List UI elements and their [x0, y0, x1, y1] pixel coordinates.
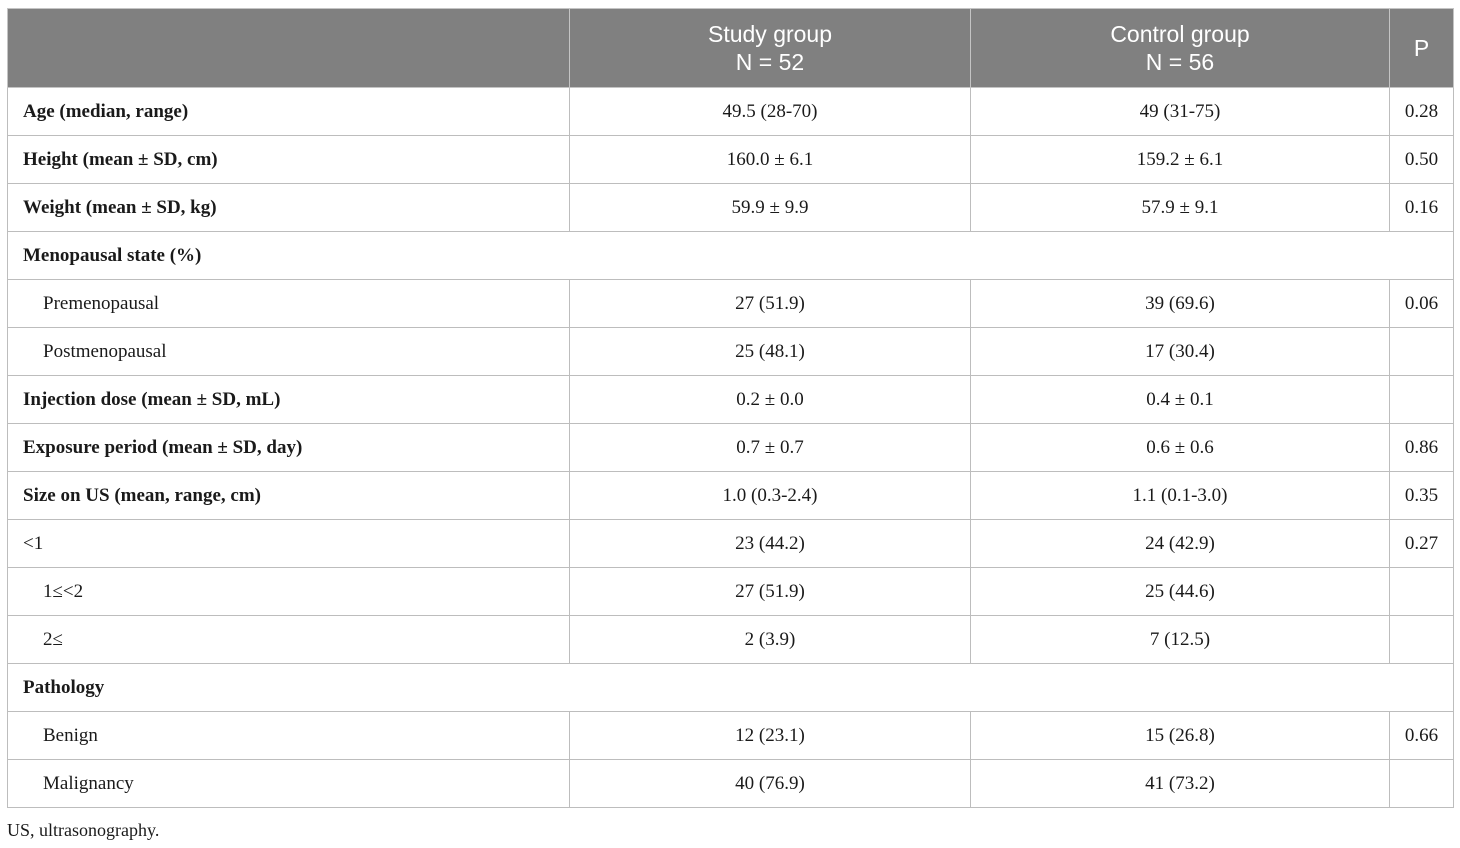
- table-row: Height (mean ± SD, cm) 160.0 ± 6.1 159.2…: [7, 135, 1454, 184]
- row-label: Age (median, range): [7, 87, 570, 136]
- table-row: Age (median, range) 49.5 (28-70) 49 (31-…: [7, 87, 1454, 136]
- table-row: <1 23 (44.2) 24 (42.9) 0.27: [7, 519, 1454, 568]
- study-value: 27 (51.9): [569, 567, 971, 616]
- row-label: Size on US (mean, range, cm): [7, 471, 570, 520]
- table-row: Injection dose (mean ± SD, mL) 0.2 ± 0.0…: [7, 375, 1454, 424]
- control-value: 39 (69.6): [970, 279, 1390, 328]
- row-label: <1: [7, 519, 570, 568]
- row-label: Malignancy: [7, 759, 570, 808]
- row-label: 1≤<2: [7, 567, 570, 616]
- study-value: 160.0 ± 6.1: [569, 135, 971, 184]
- section-row: Pathology: [7, 663, 1454, 712]
- row-label: Height (mean ± SD, cm): [7, 135, 570, 184]
- study-value: 59.9 ± 9.9: [569, 183, 971, 232]
- p-value: 0.66: [1389, 711, 1454, 760]
- p-value: [1389, 327, 1454, 376]
- control-value: 24 (42.9): [970, 519, 1390, 568]
- table-body: Age (median, range) 49.5 (28-70) 49 (31-…: [7, 87, 1454, 808]
- row-label: 2≤: [7, 615, 570, 664]
- control-value: 17 (30.4): [970, 327, 1390, 376]
- header-control-n: N = 56: [1145, 49, 1215, 75]
- control-value: 1.1 (0.1-3.0): [970, 471, 1390, 520]
- table-header: Study group N = 52 Control group N = 56 …: [7, 8, 1454, 88]
- table-row: Postmenopausal 25 (48.1) 17 (30.4): [7, 327, 1454, 376]
- table-row: Benign 12 (23.1) 15 (26.8) 0.66: [7, 711, 1454, 760]
- p-value: [1389, 759, 1454, 808]
- header-study-n: N = 52: [735, 49, 805, 75]
- study-value: 25 (48.1): [569, 327, 971, 376]
- row-label: Weight (mean ± SD, kg): [7, 183, 570, 232]
- row-label: Exposure period (mean ± SD, day): [7, 423, 570, 472]
- header-control-title: Control group: [1110, 21, 1250, 47]
- control-value: 49 (31-75): [970, 87, 1390, 136]
- p-value: 0.16: [1389, 183, 1454, 232]
- p-value: 0.86: [1389, 423, 1454, 472]
- control-value: 41 (73.2): [970, 759, 1390, 808]
- control-value: 15 (26.8): [970, 711, 1390, 760]
- control-value: 7 (12.5): [970, 615, 1390, 664]
- table-container: Study group N = 52 Control group N = 56 …: [7, 8, 1454, 808]
- p-value: 0.06: [1389, 279, 1454, 328]
- study-value: 49.5 (28-70): [569, 87, 971, 136]
- study-value: 40 (76.9): [569, 759, 971, 808]
- study-value: 23 (44.2): [569, 519, 971, 568]
- section-label: Menopausal state (%): [7, 231, 1454, 280]
- section-row: Menopausal state (%): [7, 231, 1454, 280]
- control-value: 57.9 ± 9.1: [970, 183, 1390, 232]
- control-value: 159.2 ± 6.1: [970, 135, 1390, 184]
- header-p-value: P: [1389, 8, 1454, 88]
- row-label: Postmenopausal: [7, 327, 570, 376]
- row-label: Benign: [7, 711, 570, 760]
- control-value: 0.4 ± 0.1: [970, 375, 1390, 424]
- row-label: Injection dose (mean ± SD, mL): [7, 375, 570, 424]
- table-row: Size on US (mean, range, cm) 1.0 (0.3-2.…: [7, 471, 1454, 520]
- header-row: Study group N = 52 Control group N = 56 …: [7, 8, 1454, 88]
- header-study-group: Study group N = 52: [569, 8, 971, 88]
- p-value: [1389, 375, 1454, 424]
- p-value: [1389, 567, 1454, 616]
- p-value: 0.28: [1389, 87, 1454, 136]
- table-row: Weight (mean ± SD, kg) 59.9 ± 9.9 57.9 ±…: [7, 183, 1454, 232]
- study-value: 1.0 (0.3-2.4): [569, 471, 971, 520]
- control-value: 0.6 ± 0.6: [970, 423, 1390, 472]
- table-row: Exposure period (mean ± SD, day) 0.7 ± 0…: [7, 423, 1454, 472]
- header-study-title: Study group: [707, 21, 833, 47]
- p-value: 0.50: [1389, 135, 1454, 184]
- study-value: 2 (3.9): [569, 615, 971, 664]
- header-variable-cell: [7, 8, 570, 88]
- study-value: 27 (51.9): [569, 279, 971, 328]
- header-control-group: Control group N = 56: [970, 8, 1390, 88]
- table-row: Premenopausal 27 (51.9) 39 (69.6) 0.06: [7, 279, 1454, 328]
- table-footnote: US, ultrasonography.: [7, 820, 160, 840]
- table-row: Malignancy 40 (76.9) 41 (73.2): [7, 759, 1454, 808]
- demographics-table: Study group N = 52 Control group N = 56 …: [7, 8, 1454, 808]
- table-row: 1≤<2 27 (51.9) 25 (44.6): [7, 567, 1454, 616]
- p-value: 0.27: [1389, 519, 1454, 568]
- study-value: 0.7 ± 0.7: [569, 423, 971, 472]
- row-label: Premenopausal: [7, 279, 570, 328]
- section-label: Pathology: [7, 663, 1454, 712]
- control-value: 25 (44.6): [970, 567, 1390, 616]
- p-value: 0.35: [1389, 471, 1454, 520]
- table-row: 2≤ 2 (3.9) 7 (12.5): [7, 615, 1454, 664]
- study-value: 12 (23.1): [569, 711, 971, 760]
- study-value: 0.2 ± 0.0: [569, 375, 971, 424]
- p-value: [1389, 615, 1454, 664]
